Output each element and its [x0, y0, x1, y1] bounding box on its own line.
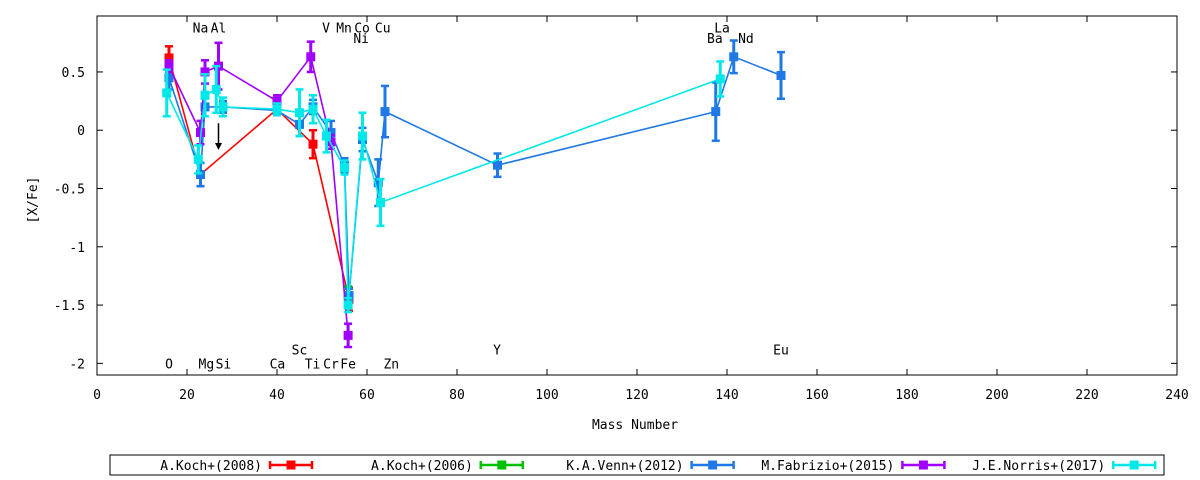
data-point	[164, 73, 174, 83]
y-axis: 0.5 0 -0.5 -1 -1.5 -2	[54, 66, 1177, 372]
legend-marker	[918, 460, 928, 470]
data-point	[340, 163, 349, 173]
y-tick-label: -2	[69, 357, 85, 372]
upper-limit-arrow	[215, 123, 222, 151]
element-label-v: V	[322, 22, 330, 37]
data-point	[326, 137, 336, 147]
x-tick-label: 120	[625, 388, 648, 403]
data-point	[306, 52, 316, 62]
arrow-head	[215, 143, 222, 151]
data-point	[376, 197, 385, 207]
x-tick-label: 240	[1165, 388, 1188, 403]
legend-marker	[497, 460, 507, 470]
element-label-cu: Cu	[375, 22, 391, 37]
x-axis: 0 20 40 60 80 100 120 140 160 180 200 220 240	[93, 16, 1189, 403]
x-tick-label: 100	[535, 388, 558, 403]
series-line	[166, 78, 721, 306]
series-line	[168, 54, 349, 336]
legend-box	[109, 454, 1165, 476]
data-point	[715, 74, 725, 84]
data-point	[200, 67, 210, 77]
legend-marker	[708, 460, 718, 470]
data-point	[211, 84, 221, 94]
plot-border	[96, 15, 1178, 376]
data-series	[162, 39, 786, 349]
data-point	[493, 160, 502, 170]
y-axis-label: [X/Fe]	[26, 177, 41, 224]
plot-frame	[96, 15, 1178, 376]
data-point	[218, 102, 228, 112]
element-label-fe: Fe	[340, 357, 356, 372]
x-tick-label: 60	[359, 388, 375, 403]
legend-label: M.Fabrizio+(2015)	[761, 459, 894, 474]
data-point	[322, 131, 331, 141]
element-label-ca: Ca	[270, 357, 286, 372]
data-point	[200, 90, 210, 100]
data-point	[380, 107, 390, 117]
data-point	[358, 131, 367, 141]
element-label-o: O	[165, 357, 173, 372]
legend-label: A.Koch+(2006)	[371, 459, 473, 474]
element-label-eu: Eu	[773, 343, 789, 358]
data-point	[343, 330, 353, 340]
element-label-ni: Ni	[353, 32, 369, 47]
data-point	[193, 154, 203, 164]
element-label-nd: Nd	[738, 32, 754, 47]
data-point	[776, 70, 786, 80]
x-tick-label: 40	[269, 388, 285, 403]
legend-label: J.E.Norris+(2017)	[972, 459, 1105, 474]
y-tick-label: 0	[77, 124, 85, 139]
data-point	[308, 104, 318, 114]
x-tick-label: 160	[805, 388, 828, 403]
legend-label: A.Koch+(2008)	[160, 459, 262, 474]
legend-label: K.A.Venn+(2012)	[566, 459, 683, 474]
data-point	[308, 139, 318, 149]
series-3	[164, 39, 786, 304]
data-point	[164, 61, 174, 71]
element-label-la: La	[714, 22, 730, 37]
data-point	[162, 88, 172, 98]
data-point	[272, 104, 282, 114]
series-line	[168, 55, 782, 296]
y-tick-label: -0.5	[54, 183, 85, 198]
element-label-zn: Zn	[383, 357, 399, 372]
element-label-sc: Sc	[292, 343, 308, 358]
data-point	[343, 300, 353, 310]
element-label-na: Na	[193, 22, 209, 37]
x-tick-label: 0	[93, 388, 101, 403]
element-label-cr: Cr	[323, 357, 339, 372]
data-point	[373, 178, 383, 188]
data-point	[711, 107, 721, 117]
element-label-y: Y	[493, 343, 501, 358]
element-label-ti: Ti	[305, 357, 321, 372]
x-axis-label: Mass Number	[592, 418, 678, 433]
element-label-mn: Mn	[336, 22, 352, 37]
x-tick-label: 20	[179, 388, 195, 403]
x-tick-label: 180	[895, 388, 918, 403]
data-point	[272, 96, 282, 106]
x-tick-label: 200	[985, 388, 1008, 403]
y-tick-label: -1	[69, 241, 85, 256]
x-tick-label: 140	[715, 388, 738, 403]
element-label-ba: Ba	[707, 32, 723, 47]
element-label-si: Si	[216, 357, 232, 372]
y-tick-label: 0.5	[62, 66, 85, 81]
element-label-al: Al	[211, 22, 227, 37]
legend-marker	[1129, 460, 1139, 470]
x-tick-label: 80	[449, 388, 465, 403]
y-tick-label: -1.5	[54, 299, 85, 314]
series-1	[164, 45, 354, 313]
legend-marker	[286, 460, 296, 470]
element-label-mg: Mg	[199, 357, 215, 372]
data-point	[295, 108, 304, 118]
element-label-co: Co	[354, 22, 370, 37]
data-point	[729, 52, 739, 62]
data-point	[164, 53, 174, 63]
series-5	[162, 60, 725, 314]
legend: A.Koch+(2008) A.Koch+(2006) K.A.Venn+(2012…	[109, 454, 1165, 476]
x-tick-label: 220	[1075, 388, 1098, 403]
